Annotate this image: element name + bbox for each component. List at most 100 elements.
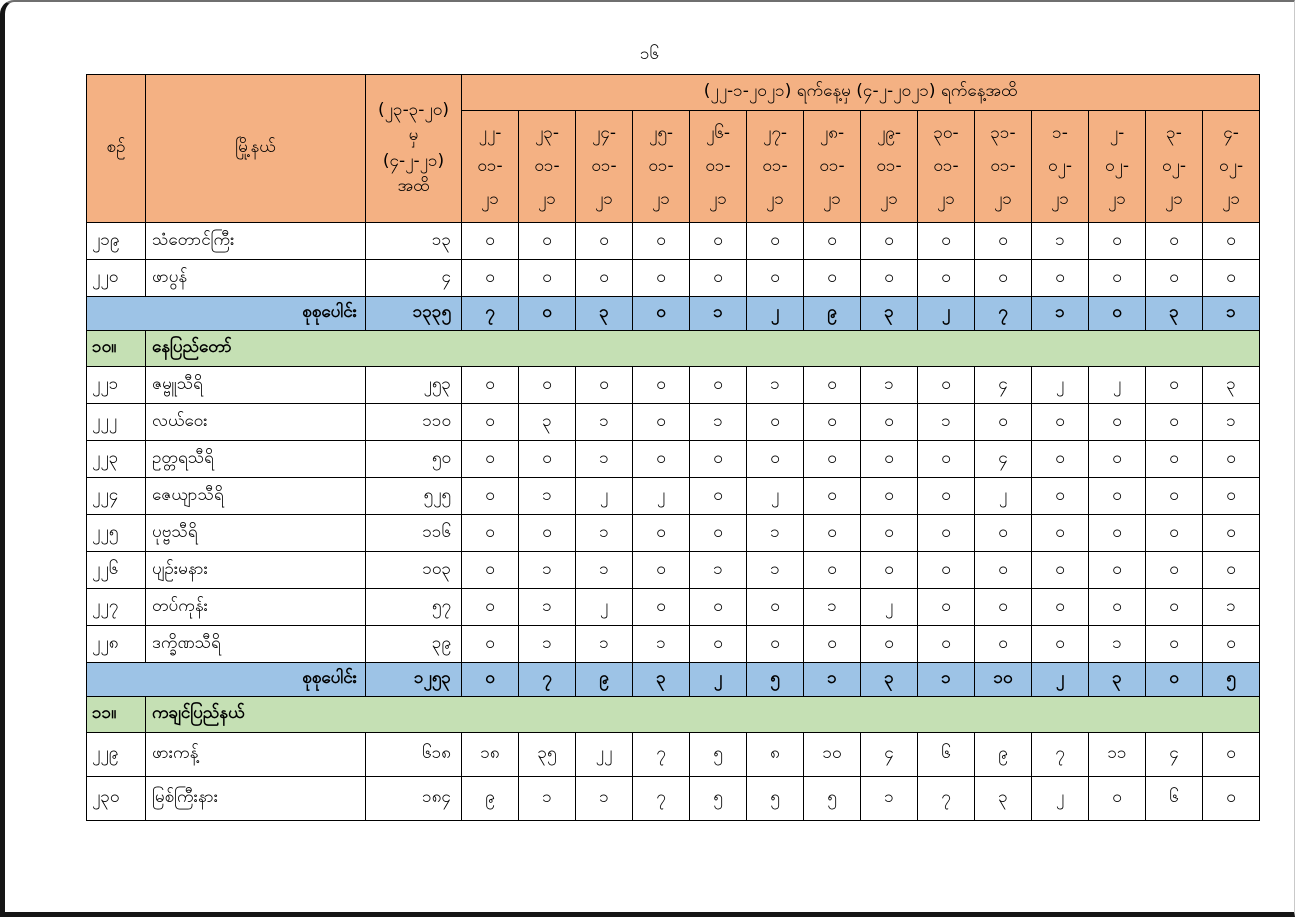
daily-count-cell: ၁၀ [803,732,861,777]
section-number-cell: ၁၁။ [86,696,146,733]
daily-count-cell: ၀ [1145,222,1203,260]
daily-count-cell: ၀ [632,514,690,552]
total-count-cell: ၀ [1088,296,1146,331]
daily-count-cell: ၁၁ [1088,732,1146,777]
daily-count-cell: ၅ [689,732,747,777]
daily-count-cell: ၂ [575,477,633,515]
section-title-cell: နေပြည်တော် [144,330,1261,367]
daily-count-cell: ၀ [461,514,519,552]
data-row: ၂၂၉ ဖားကန့် ၆၁၈ ၁၈ ၃၅ ၂၂၇၅၈၁၀၄၆၉၇၁၁၄၀ [86,732,1261,777]
data-row: ၂၂၈ ဒက္ခိဏသီရိ ၃၉၀၁၁၁၀၀၀၀၀၀၀၁၀၀ [86,625,1261,663]
daily-count-cell: ၃၅ [518,732,576,777]
daily-count-cell: ၀ [518,514,576,552]
daily-count-cell: ၀ [803,625,861,663]
daily-count-cell: ၀ [1145,440,1203,478]
township-cell: ဇေယျာသီရိ [145,477,366,515]
daily-count-cell: ၀ [689,514,747,552]
daily-count-cell: ၀ [518,440,576,478]
cumulative-cell: ၅၀ [365,440,462,478]
cumulative-cell: ၄ [365,259,462,297]
daily-count-cell: ၀ [1031,477,1089,515]
daily-count-cell: ၄ [860,732,918,777]
total-count-cell: ၁၀ [974,662,1032,697]
daily-count-cell: ၀ [1145,588,1203,626]
daily-count-cell: ၀ [974,551,1032,589]
daily-count-cell: ၃ [1201,366,1261,404]
serial-cell: ၂၂၇ [86,588,146,626]
daily-count-cell: ၀ [461,551,519,589]
section-row: ၁၀။ နေပြည်တော် [86,330,1261,367]
daily-count-cell: ၁ [518,776,576,821]
section-number-cell: ၁၀။ [86,330,146,367]
daily-count-cell: ၁ [575,551,633,589]
data-row: ၂၂၄ ဇေယျာသီရိ ၅၂၅၀၁၂၂၀၂၀၀၀၂၀၀၀၀ [86,477,1261,515]
daily-count-cell: ၀ [461,259,519,297]
data-row: ၂၂၆ ပျဉ်းမနား ၁၀၃၀၁၁၀၁၁၀၀၀၀၀၀၀၀ [86,551,1261,589]
daily-count-cell: ၁ [689,551,747,589]
total-count-cell: ၉ [803,296,861,331]
township-cell: သံတောင်ကြီး [145,222,366,260]
cumulative-cell: ၂၅၃ [365,366,462,404]
daily-count-cell: ၀ [1031,551,1089,589]
daily-count-cell: ၀ [689,588,747,626]
daily-count-cell: ၀ [689,477,747,515]
total-cumulative-cell: ၁၃၃၅ [365,296,462,331]
daily-count-cell: ၀ [1145,477,1203,515]
daily-count-cell: ၀ [746,259,804,297]
daily-count-cell: ၀ [689,259,747,297]
daily-count-cell: ၀ [746,588,804,626]
daily-count-cell: ၀ [917,588,975,626]
daily-count-cell: ၆ [917,732,975,777]
col-header-date: ၂၉- ၀၁- ၂၁ [860,110,918,223]
serial-cell: ၂၂၂ [86,403,146,441]
daily-count-cell: ၀ [632,403,690,441]
data-row: ၂၁၉ သံတောင်ကြီး ၁၃၀၀၀၀၀၀၀၀၀၀၁၀၀၀ [86,222,1261,260]
total-count-cell: ၂ [917,296,975,331]
col-header-date: ၃- ၀၂- ၂၁ [1145,110,1203,223]
serial-cell: ၂၂၃ [86,440,146,478]
daily-count-cell: ၀ [860,222,918,260]
col-header-date: ၂၈- ၀၁- ၂၁ [803,110,861,223]
daily-count-cell: ၀ [1201,732,1261,777]
daily-count-cell: ၁ [632,625,690,663]
page-number: ၁၆ [639,44,660,64]
table-body: ၂၁၉ သံတောင်ကြီး ၁၃၀၀၀၀၀၀၀၀၀၀၁၀၀၀၂၂၀ ဖာပွန်၄… [86,222,1261,821]
daily-count-cell: ၀ [1201,551,1261,589]
daily-count-cell: ၀ [1201,477,1261,515]
col-header-township: မြို့နယ် [145,74,366,223]
daily-count-cell: ၀ [632,588,690,626]
total-count-cell: ၃ [1145,296,1203,331]
daily-count-cell: ၂ [974,477,1032,515]
daily-count-cell: ၀ [803,403,861,441]
daily-count-cell: ၀ [1145,366,1203,404]
daily-count-cell: ၀ [461,588,519,626]
daily-count-cell: ၀ [575,366,633,404]
total-count-cell: ၃ [860,296,918,331]
daily-count-cell: ၂ [575,588,633,626]
cumulative-cell: ၁၁၀ [365,403,462,441]
township-cell: ဇမ္ဗူသီရိ [145,366,366,404]
daily-count-cell: ၀ [917,477,975,515]
total-count-cell: ၅ [746,662,804,697]
daily-count-cell: ၀ [746,625,804,663]
daily-count-cell: ၀ [632,259,690,297]
serial-cell: ၂၂၉ [86,732,146,777]
daily-count-cell: ၀ [746,222,804,260]
daily-count-cell: ၁ [518,625,576,663]
daily-count-cell: ၀ [1088,776,1146,821]
total-count-cell: ၂ [689,662,747,697]
daily-count-cell: ၀ [917,366,975,404]
serial-cell: ၂၂၄ [86,477,146,515]
daily-count-cell: ၁ [518,477,576,515]
daily-count-cell: ၂၂ [575,732,633,777]
total-count-cell: ၉ [575,662,633,697]
daily-count-cell: ၄ [974,440,1032,478]
cumulative-cell: ၅၇ [365,588,462,626]
daily-count-cell: ၄ [974,366,1032,404]
daily-count-cell: ၁ [860,366,918,404]
township-cell: ဥတ္တရသီရိ [145,440,366,478]
daily-count-cell: ၀ [803,259,861,297]
daily-count-cell: ၀ [803,514,861,552]
daily-count-cell: ၉ [461,776,519,821]
daily-count-cell: ၁ [575,403,633,441]
